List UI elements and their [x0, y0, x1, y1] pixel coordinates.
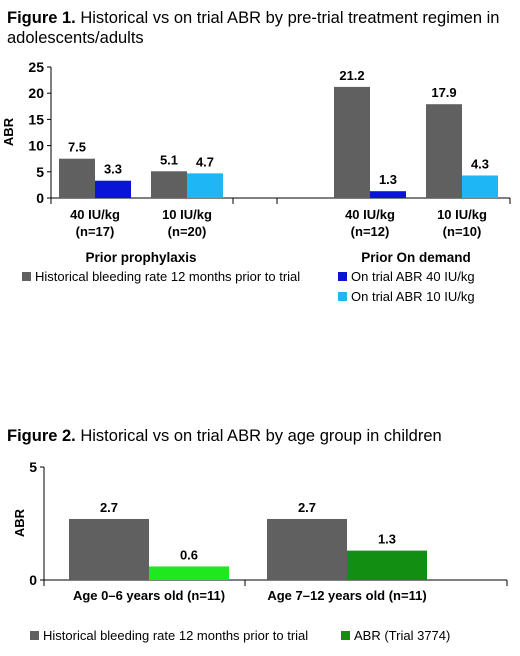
y-tick-label: 5 — [29, 459, 37, 475]
y-tick-label: 25 — [28, 59, 44, 75]
data-label: 4.3 — [471, 156, 489, 171]
figure-1-title: Figure 1. Historical vs on trial ABR by … — [7, 8, 515, 48]
legend-label: On trial ABR 10 IU/kg — [351, 289, 475, 304]
figure-2-title-prefix: Figure 2. — [7, 427, 76, 445]
legend-swatch — [338, 272, 347, 281]
bar — [426, 104, 462, 198]
data-label: 7.5 — [68, 140, 86, 155]
figure-1-chart: ABR 0 5 10 15 20 25 7.5 3.3 40 IU/kg (n=17) 5.1 4.7 1… — [1, 59, 511, 304]
data-label: 2.7 — [298, 500, 316, 515]
y-tick-label: 0 — [29, 572, 37, 588]
x-category-label: 40 IU/kg — [70, 207, 120, 222]
legend-label: Historical bleeding rate 12 months prior… — [43, 628, 308, 643]
data-label: 17.9 — [431, 85, 456, 100]
data-label: 0.6 — [180, 547, 198, 562]
data-label: 3.3 — [104, 162, 122, 177]
y-tick-label: 10 — [28, 138, 44, 154]
legend-label: ABR (Trial 3774) — [354, 628, 450, 643]
data-label: 4.7 — [196, 154, 214, 169]
x-category-count: (n=17) — [76, 224, 115, 239]
x-category-label: 10 IU/kg — [162, 207, 212, 222]
figure-2-title-text: Historical vs on trial ABR by age group … — [75, 427, 442, 445]
y-tick-label: 20 — [28, 85, 44, 101]
legend-swatch — [22, 272, 31, 281]
bar — [370, 191, 406, 198]
legend-swatch — [341, 631, 350, 640]
figure-1-title-text: Historical vs on trial ABR by pre-trial … — [7, 9, 500, 47]
legend-swatch — [338, 292, 347, 301]
bar — [151, 171, 187, 198]
data-label: 1.3 — [378, 532, 396, 547]
legend-label: On trial ABR 40 IU/kg — [351, 269, 475, 284]
figure-1-title-prefix: Figure 1. — [7, 9, 76, 27]
bar — [69, 518, 149, 580]
x-category-count: (n=10) — [443, 224, 482, 239]
data-label: 2.7 — [100, 500, 118, 515]
data-label: 5.1 — [160, 152, 178, 167]
bar — [95, 180, 131, 198]
y-tick-label: 0 — [36, 190, 44, 206]
x-category-count: (n=12) — [351, 224, 390, 239]
x-category-label: Age 0–6 years old (n=11) — [73, 588, 225, 603]
bar — [187, 173, 223, 198]
x-category-label: 40 IU/kg — [345, 207, 395, 222]
y-tick-label: 15 — [28, 111, 44, 127]
figure-2-title: Figure 2. Historical vs on trial ABR by … — [7, 426, 515, 446]
group-label: Prior On demand — [361, 250, 471, 265]
x-category-count: (n=20) — [168, 224, 207, 239]
y-axis-label: ABR — [1, 117, 16, 146]
x-category-label: Age 7–12 years old (n=11) — [267, 588, 426, 603]
x-category-label: 10 IU/kg — [437, 207, 487, 222]
bar — [267, 518, 347, 580]
y-axis-label: ABR — [12, 508, 27, 537]
legend-swatch — [30, 631, 39, 640]
y-tick-label: 5 — [36, 164, 44, 180]
group-label: Prior prophylaxis — [85, 250, 196, 265]
data-label: 21.2 — [339, 68, 364, 83]
bar — [59, 158, 95, 198]
bar — [334, 86, 370, 198]
bar — [149, 566, 229, 580]
data-label: 1.3 — [379, 172, 397, 187]
legend-label: Historical bleeding rate 12 months prior… — [35, 269, 300, 284]
bar — [347, 550, 427, 580]
bar — [462, 175, 498, 198]
